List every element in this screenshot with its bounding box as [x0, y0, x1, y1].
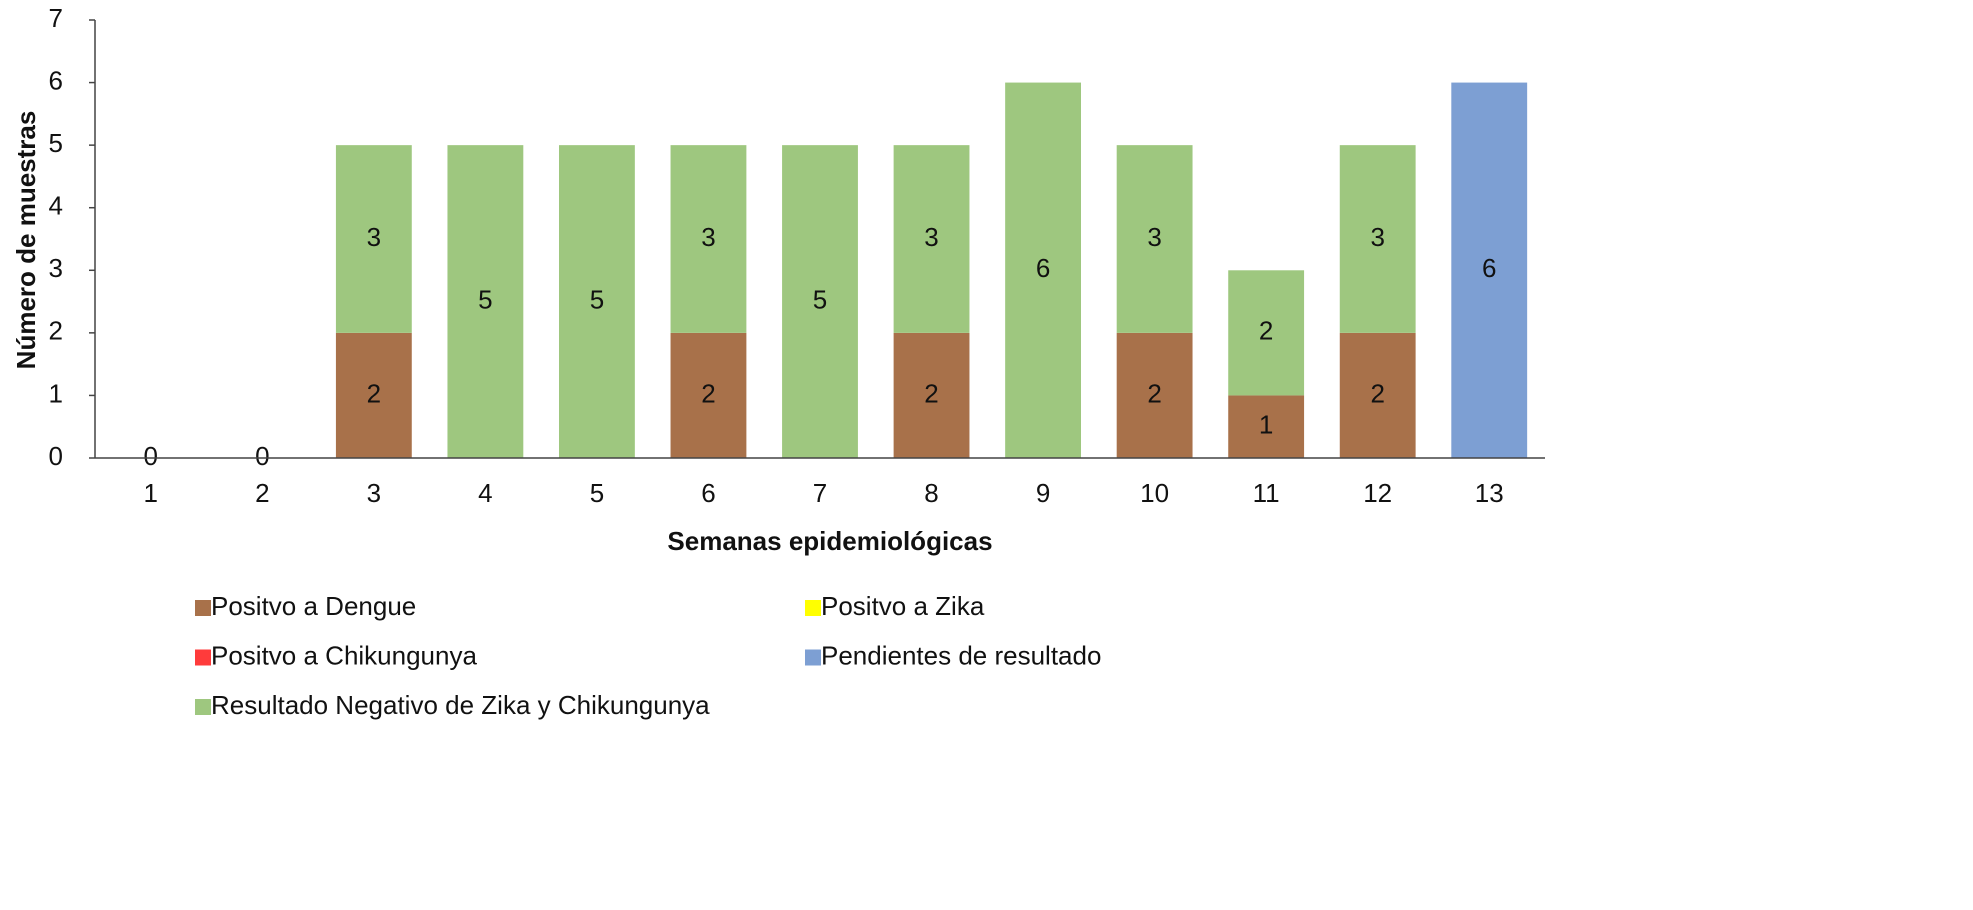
legend-label: Positvo a Chikungunya	[211, 640, 477, 670]
x-tick-label: 3	[367, 478, 381, 508]
data-label: 1	[1259, 410, 1273, 440]
data-label: 2	[367, 378, 381, 408]
y-tick-label: 6	[49, 65, 63, 95]
data-label: 3	[1370, 222, 1384, 252]
data-label: 2	[924, 378, 938, 408]
bar-segment	[1228, 270, 1305, 396]
bar-segment	[670, 145, 747, 333]
data-label: 6	[1036, 253, 1050, 283]
legend-swatch	[195, 600, 211, 616]
legend-label: Resultado Negativo de Zika y Chikungunya	[211, 690, 710, 720]
x-tick-label: 11	[1253, 478, 1280, 508]
legend-swatch	[195, 699, 211, 715]
y-tick-label: 1	[49, 378, 63, 408]
data-label: 3	[367, 222, 381, 252]
legend-swatch	[805, 600, 821, 616]
legend-label: Positvo a Dengue	[211, 591, 416, 621]
legend-label: Pendientes de resultado	[821, 640, 1101, 670]
y-tick-label: 7	[49, 3, 63, 33]
data-label: 2	[701, 378, 715, 408]
y-tick-label: 4	[49, 191, 63, 221]
x-axis-label: Semanas epidemiológicas	[667, 526, 992, 556]
bar-segment	[1116, 332, 1193, 458]
x-tick-label: 6	[701, 478, 715, 508]
x-tick-label: 13	[1475, 478, 1504, 508]
bar-segment	[559, 145, 635, 458]
bar-segment	[447, 145, 524, 458]
data-label: 3	[924, 222, 938, 252]
bar-segment	[782, 145, 858, 458]
data-label: 3	[1147, 222, 1161, 252]
x-tick-label: 7	[813, 478, 827, 508]
legend-swatch	[195, 649, 211, 666]
data-label: 5	[590, 284, 604, 314]
data-label: 2	[1370, 378, 1384, 408]
bar-segment	[1339, 145, 1416, 333]
bar-segment	[1116, 145, 1193, 333]
bar-segment	[670, 332, 747, 458]
x-tick-label: 9	[1036, 478, 1050, 508]
x-tick-label: 12	[1363, 478, 1392, 508]
bar-segment	[1451, 82, 1528, 459]
data-label: 2	[1259, 316, 1273, 346]
y-tick-label: 3	[49, 253, 63, 283]
bar-segment	[893, 332, 970, 458]
x-tick-label: 2	[255, 478, 269, 508]
bar-segment	[1339, 332, 1416, 458]
bar-segment	[1005, 82, 1081, 459]
data-label: 3	[701, 222, 715, 252]
x-tick-label: 5	[590, 478, 604, 508]
data-label: 5	[813, 284, 827, 314]
bar-segment	[1228, 395, 1305, 458]
data-label: 2	[1147, 378, 1161, 408]
x-tick-label: 8	[924, 478, 938, 508]
x-tick-label: 10	[1140, 478, 1169, 508]
x-tick-label: 1	[144, 478, 158, 508]
bar-segment	[335, 145, 412, 333]
data-label: 0	[255, 441, 269, 471]
legend-label: Positvo a Zika	[821, 591, 985, 621]
y-tick-label: 0	[49, 441, 63, 471]
x-tick-label: 4	[478, 478, 492, 508]
data-label: 6	[1482, 253, 1496, 283]
legend-swatch	[805, 649, 821, 666]
data-label: 0	[144, 441, 158, 471]
y-tick-label: 5	[49, 128, 63, 158]
bar-segment	[893, 145, 970, 333]
y-axis-label: Número de muestras	[11, 111, 41, 370]
y-tick-label: 2	[49, 316, 63, 346]
data-label: 5	[478, 284, 492, 314]
bar-segment	[335, 332, 412, 458]
